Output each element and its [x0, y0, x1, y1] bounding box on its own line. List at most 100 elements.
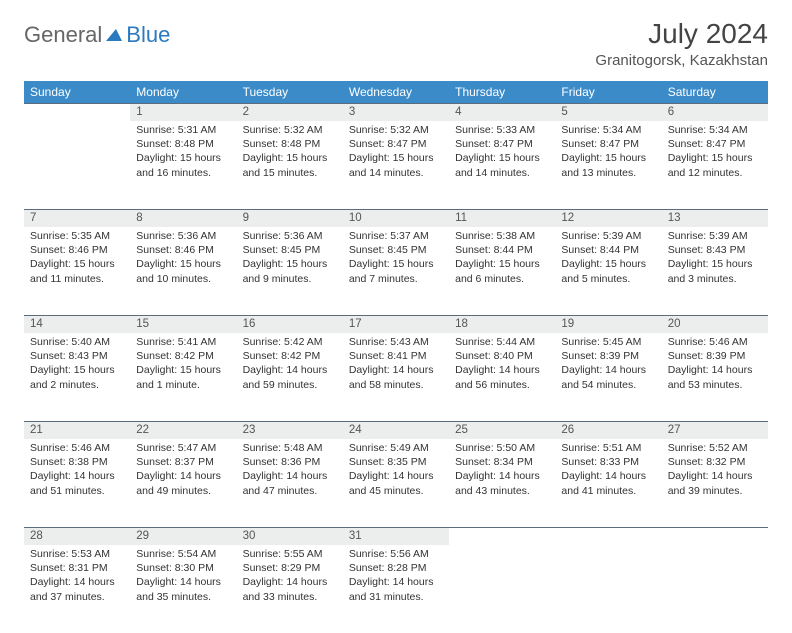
calendar-cell: Sunrise: 5:34 AMSunset: 8:47 PMDaylight:…	[555, 121, 661, 209]
sunset-line: Sunset: 8:43 PM	[668, 243, 762, 257]
sunrise-line: Sunrise: 5:32 AM	[349, 123, 443, 137]
day-number: 25	[449, 421, 555, 439]
cell-body: Sunrise: 5:34 AMSunset: 8:47 PMDaylight:…	[662, 121, 768, 186]
calendar-cell: Sunrise: 5:35 AMSunset: 8:46 PMDaylight:…	[24, 227, 130, 315]
logo-text-1: General	[24, 22, 102, 48]
cell-body: Sunrise: 5:48 AMSunset: 8:36 PMDaylight:…	[237, 439, 343, 504]
cell-body: Sunrise: 5:33 AMSunset: 8:47 PMDaylight:…	[449, 121, 555, 186]
daylight-line: Daylight: 14 hours and 51 minutes.	[30, 469, 124, 497]
cell-body: Sunrise: 5:49 AMSunset: 8:35 PMDaylight:…	[343, 439, 449, 504]
daylight-line: Daylight: 14 hours and 47 minutes.	[243, 469, 337, 497]
sunrise-line: Sunrise: 5:48 AM	[243, 441, 337, 455]
sunrise-line: Sunrise: 5:51 AM	[561, 441, 655, 455]
sunset-line: Sunset: 8:36 PM	[243, 455, 337, 469]
sunset-line: Sunset: 8:45 PM	[243, 243, 337, 257]
daylight-line: Daylight: 15 hours and 5 minutes.	[561, 257, 655, 285]
day-number: 20	[662, 315, 768, 333]
cell-body: Sunrise: 5:43 AMSunset: 8:41 PMDaylight:…	[343, 333, 449, 398]
sunset-line: Sunset: 8:42 PM	[136, 349, 230, 363]
cell-body: Sunrise: 5:38 AMSunset: 8:44 PMDaylight:…	[449, 227, 555, 292]
sunset-line: Sunset: 8:32 PM	[668, 455, 762, 469]
calendar-cell: Sunrise: 5:50 AMSunset: 8:34 PMDaylight:…	[449, 439, 555, 527]
cell-body: Sunrise: 5:32 AMSunset: 8:48 PMDaylight:…	[237, 121, 343, 186]
sunrise-line: Sunrise: 5:44 AM	[455, 335, 549, 349]
cell-body: Sunrise: 5:35 AMSunset: 8:46 PMDaylight:…	[24, 227, 130, 292]
sunrise-line: Sunrise: 5:36 AM	[243, 229, 337, 243]
sunset-line: Sunset: 8:34 PM	[455, 455, 549, 469]
calendar-cell: Sunrise: 5:38 AMSunset: 8:44 PMDaylight:…	[449, 227, 555, 315]
daylight-line: Daylight: 15 hours and 16 minutes.	[136, 151, 230, 179]
calendar-cell: Sunrise: 5:41 AMSunset: 8:42 PMDaylight:…	[130, 333, 236, 421]
daylight-line: Daylight: 14 hours and 31 minutes.	[349, 575, 443, 603]
sunrise-line: Sunrise: 5:46 AM	[668, 335, 762, 349]
day-number: 6	[662, 103, 768, 121]
day-number: 2	[237, 103, 343, 121]
daylight-line: Daylight: 14 hours and 49 minutes.	[136, 469, 230, 497]
day-number: 4	[449, 103, 555, 121]
day-number: 10	[343, 209, 449, 227]
sunrise-line: Sunrise: 5:41 AM	[136, 335, 230, 349]
page-title: July 2024	[595, 18, 768, 50]
day-number: 30	[237, 527, 343, 545]
weekday-header: Monday	[130, 81, 236, 103]
sunrise-line: Sunrise: 5:34 AM	[668, 123, 762, 137]
calendar-cell: Sunrise: 5:33 AMSunset: 8:47 PMDaylight:…	[449, 121, 555, 209]
daylight-line: Daylight: 15 hours and 13 minutes.	[561, 151, 655, 179]
day-number: 31	[343, 527, 449, 545]
cell-body: Sunrise: 5:36 AMSunset: 8:46 PMDaylight:…	[130, 227, 236, 292]
cell-body: Sunrise: 5:50 AMSunset: 8:34 PMDaylight:…	[449, 439, 555, 504]
day-number: 16	[237, 315, 343, 333]
sunset-line: Sunset: 8:44 PM	[455, 243, 549, 257]
sunrise-line: Sunrise: 5:42 AM	[243, 335, 337, 349]
day-number	[449, 527, 555, 545]
sunrise-line: Sunrise: 5:47 AM	[136, 441, 230, 455]
sunset-line: Sunset: 8:29 PM	[243, 561, 337, 575]
sunrise-line: Sunrise: 5:54 AM	[136, 547, 230, 561]
day-number: 9	[237, 209, 343, 227]
cell-body: Sunrise: 5:44 AMSunset: 8:40 PMDaylight:…	[449, 333, 555, 398]
sunrise-line: Sunrise: 5:45 AM	[561, 335, 655, 349]
day-number: 3	[343, 103, 449, 121]
daylight-line: Daylight: 15 hours and 6 minutes.	[455, 257, 549, 285]
sunset-line: Sunset: 8:42 PM	[243, 349, 337, 363]
sunset-line: Sunset: 8:33 PM	[561, 455, 655, 469]
sunset-line: Sunset: 8:47 PM	[455, 137, 549, 151]
sunset-line: Sunset: 8:43 PM	[30, 349, 124, 363]
daylight-line: Daylight: 14 hours and 41 minutes.	[561, 469, 655, 497]
sunrise-line: Sunrise: 5:36 AM	[136, 229, 230, 243]
cell-body: Sunrise: 5:40 AMSunset: 8:43 PMDaylight:…	[24, 333, 130, 398]
daylight-line: Daylight: 14 hours and 56 minutes.	[455, 363, 549, 391]
day-number: 17	[343, 315, 449, 333]
day-number	[555, 527, 661, 545]
sunset-line: Sunset: 8:46 PM	[30, 243, 124, 257]
sunrise-line: Sunrise: 5:53 AM	[30, 547, 124, 561]
sunset-line: Sunset: 8:47 PM	[561, 137, 655, 151]
cell-body: Sunrise: 5:32 AMSunset: 8:47 PMDaylight:…	[343, 121, 449, 186]
weekday-header: Thursday	[449, 81, 555, 103]
daylight-line: Daylight: 14 hours and 58 minutes.	[349, 363, 443, 391]
cell-body: Sunrise: 5:42 AMSunset: 8:42 PMDaylight:…	[237, 333, 343, 398]
sunset-line: Sunset: 8:46 PM	[136, 243, 230, 257]
sunrise-line: Sunrise: 5:32 AM	[243, 123, 337, 137]
calendar-header: SundayMondayTuesdayWednesdayThursdayFrid…	[24, 81, 768, 103]
daylight-line: Daylight: 15 hours and 7 minutes.	[349, 257, 443, 285]
calendar-cell: Sunrise: 5:42 AMSunset: 8:42 PMDaylight:…	[237, 333, 343, 421]
calendar-cell: Sunrise: 5:39 AMSunset: 8:43 PMDaylight:…	[662, 227, 768, 315]
sunrise-line: Sunrise: 5:39 AM	[668, 229, 762, 243]
cell-body: Sunrise: 5:45 AMSunset: 8:39 PMDaylight:…	[555, 333, 661, 398]
calendar-cell: Sunrise: 5:36 AMSunset: 8:46 PMDaylight:…	[130, 227, 236, 315]
sunrise-line: Sunrise: 5:49 AM	[349, 441, 443, 455]
day-number: 1	[130, 103, 236, 121]
sunrise-line: Sunrise: 5:33 AM	[455, 123, 549, 137]
day-number: 18	[449, 315, 555, 333]
location: Granitogorsk, Kazakhstan	[595, 52, 768, 69]
cell-body: Sunrise: 5:31 AMSunset: 8:48 PMDaylight:…	[130, 121, 236, 186]
calendar-cell	[555, 545, 661, 633]
sunrise-line: Sunrise: 5:43 AM	[349, 335, 443, 349]
logo: General Blue	[24, 22, 170, 48]
title-block: July 2024 Granitogorsk, Kazakhstan	[595, 18, 768, 69]
sunrise-line: Sunrise: 5:31 AM	[136, 123, 230, 137]
day-number: 23	[237, 421, 343, 439]
calendar-cell: Sunrise: 5:47 AMSunset: 8:37 PMDaylight:…	[130, 439, 236, 527]
daylight-line: Daylight: 15 hours and 3 minutes.	[668, 257, 762, 285]
